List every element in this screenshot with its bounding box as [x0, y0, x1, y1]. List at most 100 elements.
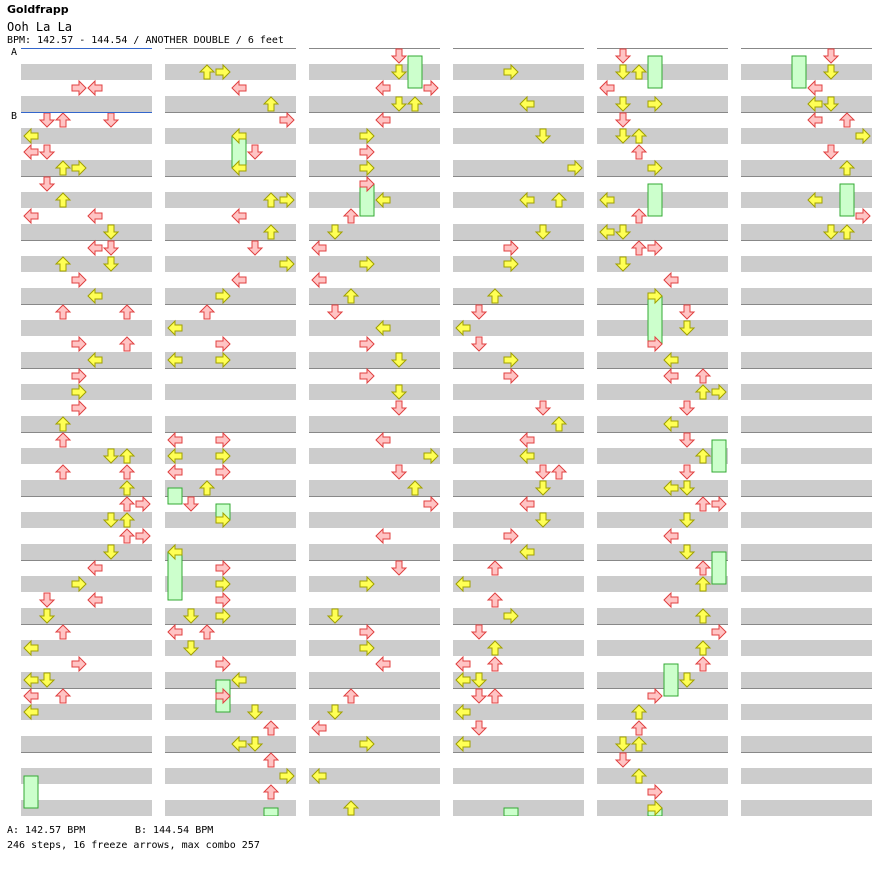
step-arrow-left-icon — [231, 79, 247, 97]
step-arrow-right-icon — [359, 159, 375, 177]
step-arrow-right-icon — [423, 495, 439, 513]
measure-line — [597, 752, 728, 753]
step-arrow-up-icon — [198, 64, 216, 80]
step-arrow-down-icon — [678, 320, 696, 336]
step-arrow-left-icon — [375, 79, 391, 97]
step-arrow-down-icon — [390, 352, 408, 368]
step-arrow-down-icon — [326, 704, 344, 720]
step-arrow-right-icon — [359, 175, 375, 193]
step-arrow-right-icon — [647, 159, 663, 177]
step-arrow-left-icon — [23, 639, 39, 657]
bpm-b-legend: B: 144.54 BPM — [135, 825, 214, 836]
measure-line — [165, 240, 296, 241]
step-arrow-up-icon — [262, 192, 280, 208]
step-arrow-left-icon — [519, 447, 535, 465]
step-arrow-down-icon — [534, 512, 552, 528]
step-arrow-down-icon — [182, 608, 200, 624]
step-arrow-left-icon — [167, 543, 183, 561]
step-arrow-right-icon — [567, 159, 583, 177]
step-arrow-left-icon — [663, 591, 679, 609]
step-arrow-down-icon — [678, 480, 696, 496]
step-arrow-right-icon — [71, 383, 87, 401]
step-arrow-left-icon — [599, 223, 615, 241]
measure-line — [309, 368, 440, 369]
step-arrow-up-icon — [54, 112, 72, 128]
step-arrow-up-icon — [630, 768, 648, 784]
step-arrow-down-icon — [390, 64, 408, 80]
step-arrow-up-icon — [630, 720, 648, 736]
step-arrow-up-icon — [198, 304, 216, 320]
step-arrow-down-icon — [822, 224, 840, 240]
step-arrow-down-icon — [38, 672, 56, 688]
measure-line — [741, 432, 872, 433]
step-arrow-down-icon — [470, 336, 488, 352]
step-arrow-right-icon — [71, 79, 87, 97]
measure-line — [21, 432, 152, 433]
step-arrow-right-icon — [71, 655, 87, 673]
measure-line — [597, 624, 728, 625]
measure-line — [741, 368, 872, 369]
step-arrow-up-icon — [198, 480, 216, 496]
step-arrow-up-icon — [262, 720, 280, 736]
step-arrow-left-icon — [663, 351, 679, 369]
step-arrow-right-icon — [647, 287, 663, 305]
measure-line — [597, 48, 728, 49]
step-arrow-down-icon — [246, 736, 264, 752]
step-arrow-down-icon — [614, 112, 632, 128]
measure-line — [309, 496, 440, 497]
step-arrow-up-icon — [630, 64, 648, 80]
step-arrow-left-icon — [455, 319, 471, 337]
step-arrow-right-icon — [215, 431, 231, 449]
step-arrow-left-icon — [231, 671, 247, 689]
measure-line — [453, 496, 584, 497]
measure-line — [453, 176, 584, 177]
step-arrow-right-icon — [279, 255, 295, 273]
measure-line — [21, 688, 152, 689]
step-arrow-up-icon — [630, 240, 648, 256]
step-arrow-right-icon — [215, 591, 231, 609]
step-arrow-up-icon — [838, 160, 856, 176]
step-arrow-down-icon — [614, 96, 632, 112]
step-arrow-up-icon — [694, 448, 712, 464]
measure-line — [165, 112, 296, 113]
step-arrow-down-icon — [390, 400, 408, 416]
step-arrow-up-icon — [118, 496, 136, 512]
measure-line — [165, 304, 296, 305]
step-arrow-down-icon — [678, 304, 696, 320]
step-arrow-left-icon — [87, 207, 103, 225]
step-arrow-up-icon — [342, 288, 360, 304]
step-arrow-up-icon — [630, 144, 648, 160]
measure-line — [21, 752, 152, 753]
step-arrow-left-icon — [519, 431, 535, 449]
step-arrow-left-icon — [519, 543, 535, 561]
freeze-arrow — [167, 487, 183, 505]
step-arrow-left-icon — [167, 431, 183, 449]
step-arrow-down-icon — [614, 736, 632, 752]
step-arrow-right-icon — [359, 623, 375, 641]
step-arrow-up-icon — [118, 464, 136, 480]
freeze-arrow — [503, 807, 519, 816]
step-arrow-down-icon — [246, 704, 264, 720]
step-arrow-right-icon — [359, 639, 375, 657]
step-arrow-up-icon — [54, 160, 72, 176]
step-arrow-down-icon — [678, 512, 696, 528]
step-arrow-up-icon — [262, 784, 280, 800]
notes-layer — [23, 79, 151, 809]
step-arrow-down-icon — [38, 144, 56, 160]
step-arrow-up-icon — [54, 688, 72, 704]
step-arrow-up-icon — [342, 800, 360, 816]
step-arrow-up-icon — [694, 496, 712, 512]
step-arrow-right-icon — [359, 255, 375, 273]
step-arrow-up-icon — [486, 656, 504, 672]
step-arrow-down-icon — [390, 48, 408, 64]
step-arrow-left-icon — [375, 319, 391, 337]
measure-line — [453, 560, 584, 561]
measure-line — [165, 560, 296, 561]
measure-line — [741, 48, 872, 49]
chart-column — [741, 48, 872, 816]
bpm-change-line — [21, 112, 152, 113]
step-arrow-up-icon — [550, 416, 568, 432]
step-arrow-left-icon — [23, 143, 39, 161]
step-arrow-down-icon — [822, 96, 840, 112]
step-arrow-down-icon — [822, 64, 840, 80]
